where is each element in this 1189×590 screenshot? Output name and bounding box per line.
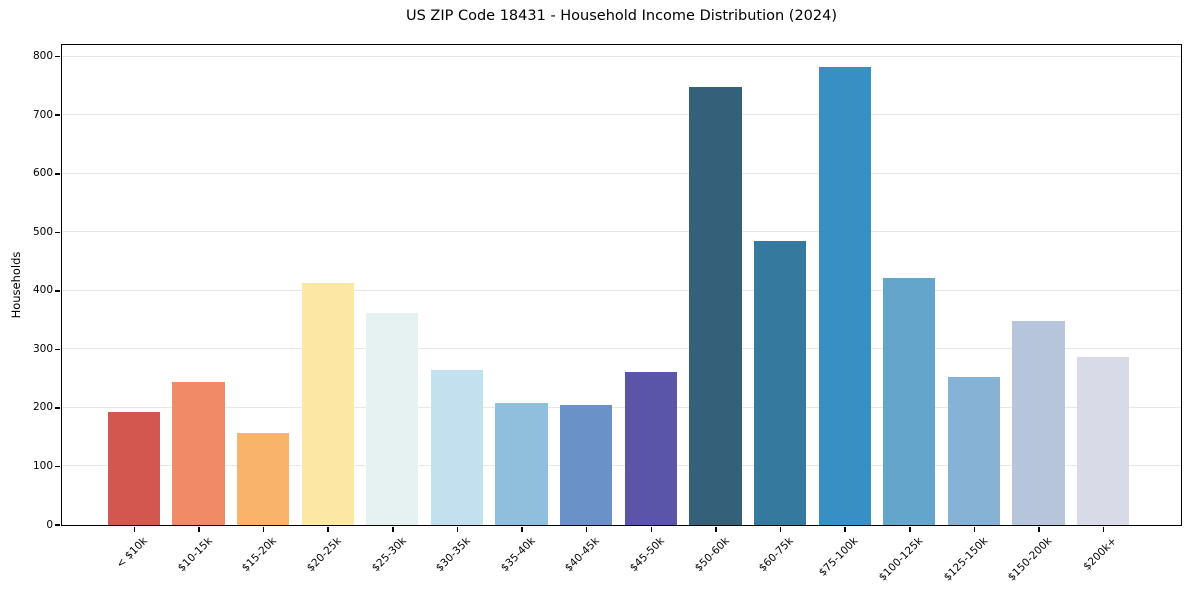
x-tick-mark — [262, 526, 265, 532]
x-tick-label: $75-100k — [816, 535, 861, 579]
y-tick-label: 700 — [32, 108, 53, 121]
x-tick-mark — [909, 526, 911, 532]
bar-$25-30k — [366, 312, 419, 525]
x-tick-mark — [133, 526, 136, 532]
bar-$15-20k — [236, 432, 290, 525]
gridline — [61, 172, 1181, 174]
y-tick-mark — [55, 290, 60, 292]
bar-$20-25k — [301, 282, 354, 525]
x-tick-mark — [1038, 526, 1040, 532]
y-tick-label: 500 — [32, 225, 53, 238]
x-tick-mark — [392, 526, 394, 532]
bar-$40-45k — [560, 405, 613, 525]
y-tick-mark — [55, 348, 60, 351]
y-tick-mark — [55, 231, 60, 234]
y-tick-label: 200 — [32, 401, 53, 414]
x-tick-mark — [650, 526, 653, 532]
x-tick-mark — [715, 526, 717, 532]
y-tick-label: 800 — [32, 50, 53, 63]
bar-$200k+ — [1077, 357, 1130, 525]
bar-< $10k — [107, 412, 160, 525]
bar-$75-100k — [818, 66, 871, 525]
y-tick-label: 400 — [32, 284, 53, 297]
x-tick-mark — [521, 526, 523, 532]
y-tick-mark — [55, 173, 60, 175]
plot-area — [60, 43, 1182, 526]
x-tick-label: $200k+ — [1081, 535, 1120, 573]
x-tick-label: $35-40k — [498, 535, 538, 575]
bar-$30-35k — [430, 369, 484, 525]
x-tick-label: $60-75k — [756, 535, 797, 575]
gridline — [61, 465, 1181, 467]
bar-$35-40k — [495, 403, 548, 525]
gridline — [61, 55, 1181, 57]
y-tick-label: 300 — [32, 342, 53, 355]
x-tick-mark — [1102, 526, 1105, 532]
y-tick-mark — [55, 114, 60, 116]
x-tick-mark — [585, 526, 588, 532]
y-tick-label: 600 — [32, 167, 53, 180]
bar-$10-15k — [172, 381, 225, 525]
chart-title: US ZIP Code 18431 - Household Income Dis… — [405, 8, 838, 24]
bar-$45-50k — [624, 372, 677, 525]
x-tick-label: $125-150k — [941, 535, 990, 584]
y-tick-mark — [55, 524, 60, 526]
y-tick-label: 0 — [46, 518, 53, 531]
bar-$60-75k — [753, 241, 807, 525]
x-tick-mark — [844, 526, 846, 532]
bar-$150-200k — [1012, 320, 1065, 525]
x-tick-mark — [973, 526, 976, 532]
bar-$100-125k — [883, 278, 936, 525]
x-tick-label: $45-50k — [627, 535, 667, 575]
x-tick-label: $30-35k — [433, 535, 473, 575]
gridline — [61, 348, 1181, 350]
y-tick-mark — [55, 55, 60, 58]
gridline — [61, 114, 1181, 116]
gridline — [61, 289, 1181, 291]
x-tick-label: $20-25k — [304, 535, 344, 575]
x-tick-mark — [327, 526, 329, 532]
gridline — [61, 231, 1181, 233]
x-tick-mark — [456, 526, 459, 532]
x-tick-mark — [779, 526, 782, 532]
x-tick-label: $25-30k — [369, 535, 409, 575]
x-tick-label: < $10k — [114, 535, 150, 571]
x-tick-label: $50-60k — [692, 535, 732, 575]
x-tick-label: $150-200k — [1006, 535, 1055, 584]
x-tick-mark — [198, 526, 200, 532]
gridline — [61, 406, 1181, 408]
x-tick-label: $40-45k — [563, 535, 603, 575]
bar-$50-60k — [689, 87, 742, 525]
y-tick-mark — [55, 407, 60, 409]
x-tick-label: $100-125k — [876, 535, 926, 584]
bar-$125-150k — [947, 377, 1001, 525]
x-tick-label: $15-20k — [239, 535, 280, 575]
y-tick-label: 100 — [32, 459, 53, 472]
y-tick-mark — [55, 465, 60, 468]
x-tick-label: $10-15k — [175, 535, 215, 575]
